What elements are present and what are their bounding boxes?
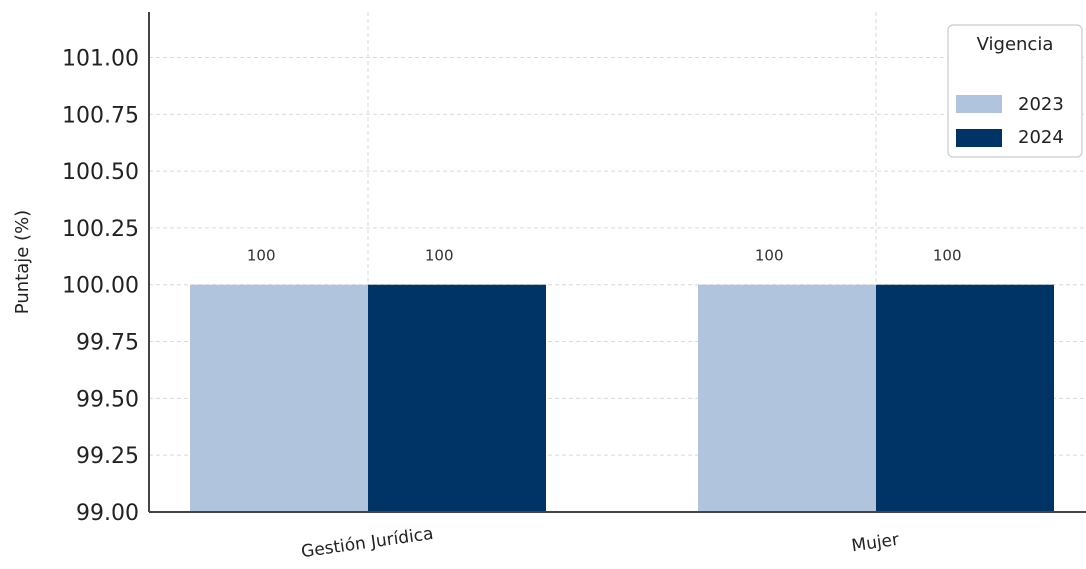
bars-layer (190, 284, 1054, 512)
y-tick-label: 101.00 (62, 46, 139, 71)
y-tick-label: 100.00 (62, 274, 139, 299)
y-tick-label: 99.25 (76, 444, 139, 469)
y-axis-label: Puntaje (%) (12, 210, 33, 314)
y-tick-label: 100.50 (62, 160, 139, 185)
legend-title: Vigencia (977, 34, 1054, 55)
legend-box (947, 24, 1083, 158)
y-tick-labels: 99.00 99.25 99.50 99.75 100.00 100.25 100.50 10… (62, 46, 139, 526)
legend-swatch-2023 (956, 95, 1002, 113)
bar-2024-0 (368, 284, 546, 512)
y-tick-label: 100.25 (62, 217, 139, 242)
y-tick-label: 99.00 (76, 501, 139, 526)
legend-label-2024: 2024 (1018, 127, 1064, 148)
y-tick-label: 99.75 (76, 331, 139, 356)
bar-2023-0 (190, 284, 368, 512)
axes-layer (148, 12, 1086, 513)
x-tick-labels: Gestión Jurídica Mujer (300, 524, 900, 562)
data-label: 100 (933, 247, 962, 265)
y-tick-label: 99.50 (76, 387, 139, 412)
data-label: 100 (425, 247, 454, 265)
x-tick-label: Gestión Jurídica (300, 524, 435, 562)
y-tick-label: 100.75 (62, 103, 139, 128)
legend: Vigencia 2023 2024 (947, 24, 1083, 158)
data-label: 100 (755, 247, 784, 265)
bar-2023-1 (698, 284, 876, 512)
bar-2024-1 (876, 284, 1054, 512)
data-labels: 100 100 100 100 (247, 247, 962, 265)
x-tick-label: Mujer (850, 530, 900, 556)
legend-swatch-2024 (956, 129, 1002, 147)
legend-label-2023: 2023 (1018, 94, 1064, 115)
data-label: 100 (247, 247, 276, 265)
